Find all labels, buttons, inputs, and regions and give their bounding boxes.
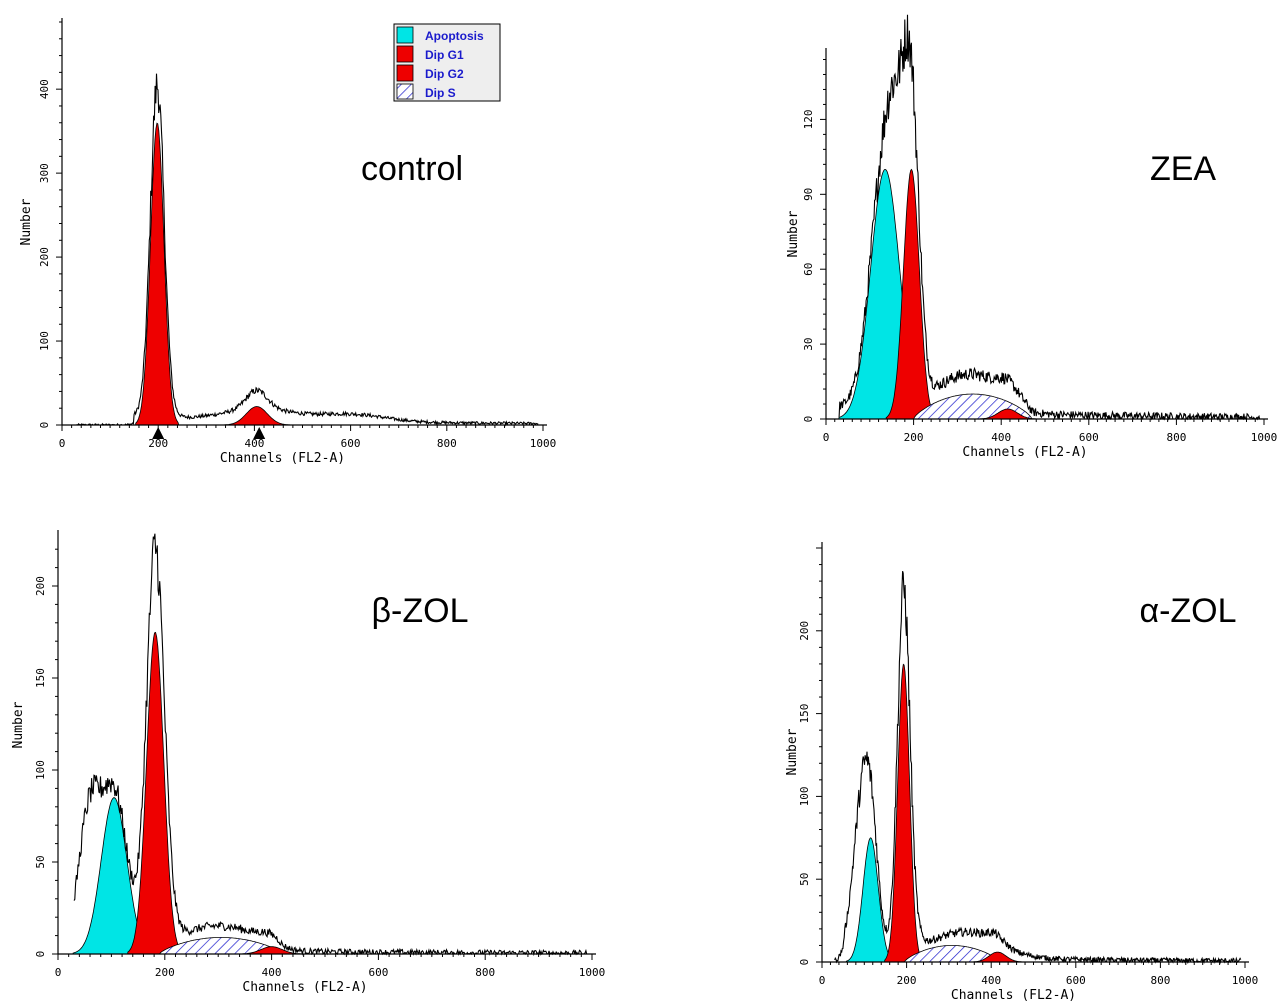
y-tick-label: 0 (38, 422, 51, 429)
peak-marker (253, 427, 266, 439)
component-dip-g1 (127, 631, 183, 955)
y-axis-label: Number (785, 728, 800, 775)
x-tick-label: 200 (155, 966, 175, 979)
legend-swatch-dip-g2 (396, 64, 414, 82)
panel-zea: 0 200 400 600 800 1000 0 30 60 90 120 Channels (FL2… (786, 14, 1278, 460)
legend-label-apoptosis: Apoptosis (425, 29, 484, 43)
x-tick-label: 200 (897, 974, 917, 987)
y-tick-label: 30 (802, 337, 815, 350)
y-tick-label: 50 (34, 855, 47, 868)
legend-label-dip-g2: Dip G2 (425, 67, 464, 81)
component-apoptosis (845, 837, 896, 963)
y-tick-label: 200 (798, 621, 811, 641)
panel-beta-zol: 0 200 400 600 800 1000 0 50 100 150 200 Channels (F… (11, 530, 605, 995)
y-tick-label: 100 (798, 786, 811, 806)
histogram-trace (838, 14, 1261, 422)
x-tick-label: 600 (1079, 431, 1099, 444)
component-dip-g1 (885, 168, 938, 420)
y-tick-label: 60 (802, 263, 815, 276)
y-tick-label: 50 (798, 873, 811, 886)
x-tick-label: 0 (59, 437, 66, 450)
x-tick-label: 200 (904, 431, 924, 444)
x-tick-label: 800 (1166, 431, 1186, 444)
legend-label-dip-g1: Dip G1 (425, 48, 464, 62)
x-tick-label: 800 (1150, 974, 1170, 987)
component-dip-g2 (970, 951, 1025, 963)
x-axis-label: Channels (FL2-A) (962, 445, 1087, 460)
component-dip-g1 (135, 122, 180, 426)
panel-title: β-ZOL (371, 592, 468, 630)
x-axis-label: Channels (FL2-A) (220, 451, 345, 466)
x-tick-label: 0 (823, 431, 830, 444)
component-dip-s (903, 945, 1001, 963)
y-tick-label: 200 (34, 576, 47, 596)
x-tick-label: 0 (55, 966, 62, 979)
x-tick-label: 0 (819, 974, 826, 987)
component-dip-g2 (976, 408, 1039, 420)
component-dip-g2 (222, 406, 291, 426)
x-tick-label: 1000 (1232, 974, 1259, 987)
y-tick-label: 200 (38, 247, 51, 267)
y-tick-label: 400 (38, 79, 51, 99)
x-axis-label: Channels (FL2-A) (951, 988, 1076, 1003)
y-tick-label: 150 (798, 704, 811, 724)
component-dip-g2 (237, 946, 306, 955)
component-dip-g1 (884, 663, 924, 963)
x-tick-label: 600 (341, 437, 361, 450)
panel-title: ZEA (1150, 150, 1216, 188)
x-tick-label: 1000 (530, 437, 557, 450)
y-tick-label: 0 (802, 416, 815, 423)
panel-title: control (361, 150, 463, 188)
y-tick-label: 90 (802, 188, 815, 201)
x-tick-label: 400 (991, 431, 1011, 444)
x-tick-label: 600 (1066, 974, 1086, 987)
x-tick-label: 400 (262, 966, 282, 979)
x-tick-label: 400 (981, 974, 1001, 987)
y-tick-label: 100 (38, 331, 51, 351)
y-tick-label: 120 (802, 109, 815, 129)
histogram-trace (834, 570, 1242, 965)
y-axis-label: Number (19, 198, 34, 245)
x-tick-label: 600 (368, 966, 388, 979)
legend: Apoptosis Dip G1 Dip G2 Dip S (393, 23, 501, 102)
legend-swatch-dip-s (396, 83, 414, 100)
y-tick-label: 150 (34, 668, 47, 688)
x-tick-label: 1000 (1251, 431, 1278, 444)
component-dip-s (158, 937, 284, 955)
histogram-trace (73, 533, 588, 957)
peak-marker (152, 427, 165, 439)
y-axis-label: Number (786, 210, 801, 257)
legend-label-dip-s: Dip S (425, 86, 456, 100)
histogram-trace (76, 73, 539, 427)
x-tick-label: 400 (244, 437, 264, 450)
y-tick-label: 0 (34, 951, 47, 958)
x-tick-label: 1000 (579, 966, 606, 979)
legend-swatch-apoptosis (396, 26, 414, 44)
y-tick-label: 0 (798, 959, 811, 966)
legend-swatch-dip-g1 (396, 45, 414, 63)
x-axis-label: Channels (FL2-A) (242, 980, 367, 995)
y-tick-label: 300 (38, 163, 51, 183)
x-tick-label: 800 (437, 437, 457, 450)
x-tick-label: 800 (475, 966, 495, 979)
x-tick-label: 200 (148, 437, 168, 450)
panel-alpha-zol: 0 200 400 600 800 1000 0 50 100 150 200 Channels (F… (785, 542, 1258, 1003)
y-tick-label: 100 (34, 760, 47, 780)
panel-title: α-ZOL (1139, 592, 1236, 630)
y-axis-label: Number (11, 701, 26, 748)
